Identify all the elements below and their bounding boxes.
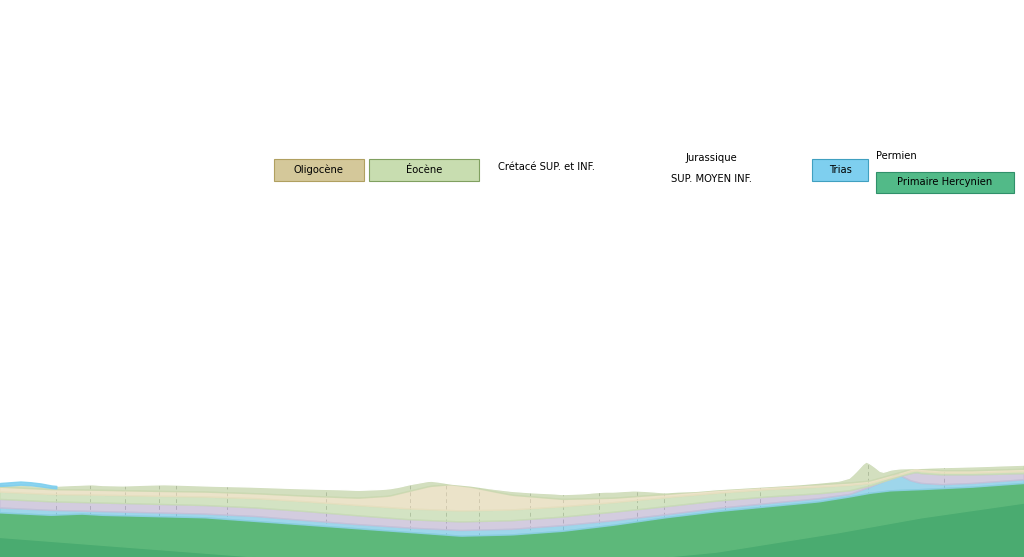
Text: Permien: Permien bbox=[876, 151, 916, 161]
Text: Seine: Seine bbox=[316, 178, 326, 203]
Text: Seine: Seine bbox=[437, 178, 446, 203]
Bar bbox=[876, 172, 1014, 193]
Text: Touques: Touques bbox=[116, 167, 125, 203]
Bar bbox=[274, 159, 364, 181]
Text: Marne: Marne bbox=[521, 175, 530, 203]
Text: Côte de Moselle: Côte de Moselle bbox=[716, 131, 725, 203]
Text: Trias: Trias bbox=[828, 165, 852, 175]
Bar bbox=[812, 159, 868, 181]
Text: SUP. MOYEN INF.: SUP. MOYEN INF. bbox=[671, 174, 753, 184]
Text: Crétacé SUP. et INF.: Crétacé SUP. et INF. bbox=[499, 162, 595, 172]
Text: Dives: Dives bbox=[81, 178, 90, 203]
Text: Coupe géologique
du Bassin de Paris: Coupe géologique du Bassin de Paris bbox=[549, 17, 721, 56]
Text: Orne: Orne bbox=[47, 182, 56, 203]
Text: Jurassique: Jurassique bbox=[686, 153, 737, 163]
Bar bbox=[369, 159, 479, 181]
Text: Éocène: Éocène bbox=[406, 165, 442, 175]
Text: Secondaire: Secondaire bbox=[681, 114, 742, 124]
Text: Oligocène: Oligocène bbox=[294, 165, 344, 175]
Text: Dabo: Dabo bbox=[859, 180, 868, 203]
Text: Plateau du Barrois: Plateau du Barrois bbox=[590, 120, 599, 203]
Text: Ornan: Ornan bbox=[554, 175, 563, 203]
Text: Falaise de
l'Ile de France: Falaise de l'Ile de France bbox=[390, 140, 410, 203]
Text: Primaire Hercynien: Primaire Hercynien bbox=[897, 177, 992, 187]
Text: Ouest-Nord-Ouest: Ouest-Nord-Ouest bbox=[41, 70, 141, 80]
Text: Côte de Meuse: Côte de Meuse bbox=[654, 136, 664, 203]
Text: Risle
Iton: Risle Iton bbox=[136, 182, 156, 203]
Text: Eure: Eure bbox=[218, 183, 227, 203]
Text: Meuse: Meuse bbox=[628, 174, 637, 203]
Text: Est-Sud-Est: Est-Sud-Est bbox=[930, 70, 993, 80]
Text: Moselle: Moselle bbox=[751, 169, 760, 203]
Text: Primaire: Primaire bbox=[950, 114, 996, 124]
Text: Tertiaire: Tertiaire bbox=[354, 114, 399, 124]
Text: Aube: Aube bbox=[470, 180, 479, 203]
